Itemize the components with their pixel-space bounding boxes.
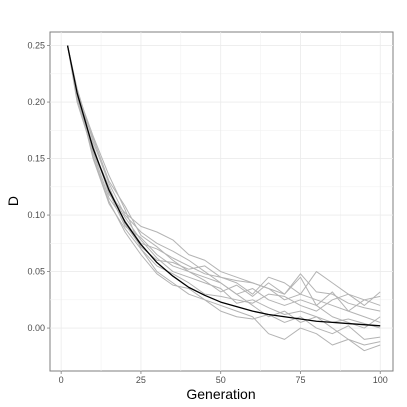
y-tick-label: 0.25 <box>27 41 45 51</box>
simulation-line-4 <box>67 45 381 329</box>
x-tick-label: 0 <box>59 375 64 385</box>
grid-minor <box>50 32 393 371</box>
x-tick-label: 50 <box>216 375 226 385</box>
y-tick-label: 0.10 <box>27 210 45 220</box>
x-axis-ticks: 0 25 50 75 100 <box>59 371 388 385</box>
y-tick-label: 0.00 <box>27 323 45 333</box>
simulation-line-9 <box>67 45 381 340</box>
x-axis-title: Generation <box>186 386 255 402</box>
y-tick-label: 0.15 <box>27 154 45 164</box>
x-tick-label: 100 <box>373 375 388 385</box>
expected-curve-line <box>66 45 381 327</box>
plot-panel <box>49 31 394 372</box>
grid-major <box>50 32 393 371</box>
simulation-line-8 <box>67 45 381 312</box>
x-tick-label: 25 <box>136 375 146 385</box>
simulation-line-1 <box>67 45 381 323</box>
y-tick-label: 0.20 <box>27 97 45 107</box>
y-tick-label: 0.05 <box>27 267 45 277</box>
y-axis-title: D <box>5 196 21 206</box>
x-tick-label: 75 <box>295 375 305 385</box>
y-axis-ticks: 0.00 0.05 0.10 0.15 0.20 0.25 <box>27 41 50 333</box>
simulation-line-10 <box>67 45 381 329</box>
series-layer <box>66 45 381 352</box>
